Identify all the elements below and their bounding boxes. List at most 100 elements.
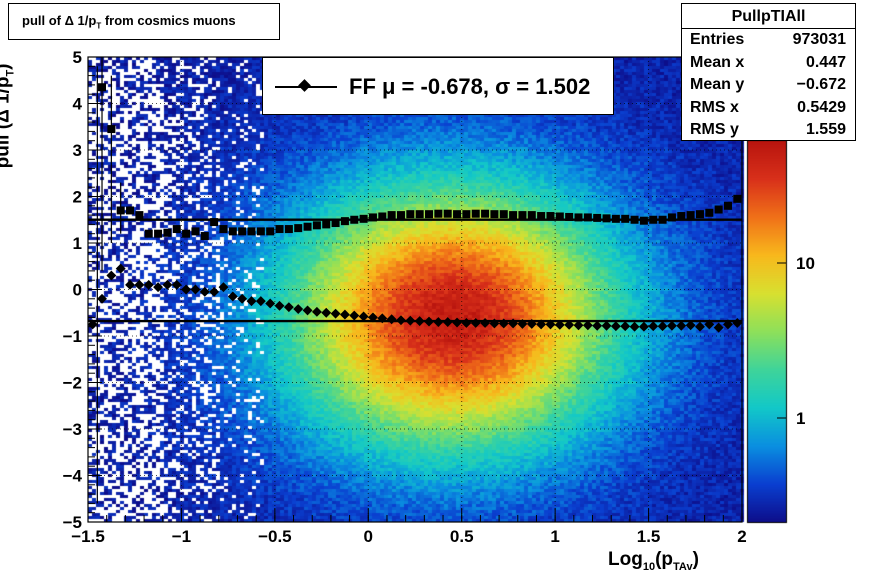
title-suffix: from cosmics muons — [101, 13, 236, 28]
x-tick-label: −0.5 — [258, 527, 292, 546]
mean-point — [489, 318, 500, 329]
stats-key: Entries — [690, 31, 745, 48]
stats-value: 0.5429 — [797, 98, 846, 116]
rms-point — [602, 214, 611, 223]
stats-row-mean-y: Mean y −0.672 — [682, 74, 855, 97]
mean-point — [339, 309, 350, 320]
rms-point — [256, 227, 265, 236]
rms-point — [368, 213, 377, 222]
x-axis-label: Log10(pTAv) — [608, 549, 699, 573]
rms-point — [247, 227, 256, 236]
rms-point — [126, 206, 135, 215]
mean-point — [517, 318, 528, 329]
stats-value: 973031 — [792, 31, 846, 48]
y-tick-label: 1 — [73, 234, 82, 253]
mean-point — [498, 318, 509, 329]
stats-title: PullpTIAll — [682, 4, 855, 29]
rms-point — [462, 210, 471, 219]
stats-row-rms-x: RMS x 0.5429 — [682, 97, 855, 120]
rms-point — [135, 211, 144, 220]
rms-point — [481, 209, 490, 218]
stats-row-mean-x: Mean x 0.447 — [682, 52, 855, 75]
mean-point — [582, 320, 593, 331]
mean-point — [143, 279, 154, 290]
mean-point — [695, 321, 705, 332]
z-tick-label: 1 — [796, 409, 805, 428]
mean-point — [349, 310, 360, 321]
mean-point — [723, 319, 733, 330]
mean-point — [461, 318, 472, 328]
rms-point — [518, 211, 527, 220]
rms-point — [509, 211, 518, 220]
y-tick-label: −3 — [63, 420, 82, 439]
rms-point — [574, 213, 583, 222]
rms-point — [453, 210, 462, 219]
mean-point — [255, 296, 266, 307]
rms-point — [723, 201, 732, 210]
rms-point — [378, 212, 387, 221]
stats-key: RMS y — [690, 121, 739, 138]
rms-point — [294, 224, 303, 233]
mean-point — [452, 317, 462, 328]
stats-key: Mean x — [690, 53, 745, 71]
mean-point — [676, 320, 687, 331]
z-tick-label: 10 — [796, 254, 815, 273]
rms-point — [733, 194, 742, 203]
stats-box: PullpTIAll Entries 973031 Mean x 0.447 Mea… — [681, 3, 856, 141]
rms-point — [200, 232, 209, 241]
mean-point — [573, 320, 584, 331]
rms-point — [593, 213, 602, 222]
rms-point — [425, 210, 434, 219]
x-tick-label: −1.5 — [71, 527, 105, 546]
mean-point — [311, 306, 322, 317]
mean-point — [480, 318, 491, 328]
mean-point — [97, 293, 107, 304]
legend: FF μ = -0.678, σ = 1.502 — [262, 57, 614, 115]
rms-point — [359, 214, 368, 223]
mean-point — [666, 320, 677, 331]
mean-point — [302, 305, 313, 316]
mean-point — [424, 316, 434, 327]
mean-point — [153, 282, 164, 293]
stats-value: 1.559 — [805, 121, 846, 138]
mean-point — [246, 296, 257, 307]
chart-title: pull of Δ 1/pT from cosmics muons — [8, 3, 280, 40]
x-tick-label: 0.5 — [450, 527, 474, 546]
y-tick-label: 2 — [73, 188, 82, 207]
x-tick-label: −1 — [172, 527, 191, 546]
rms-point — [275, 225, 284, 234]
mean-point — [732, 318, 743, 328]
rms-point — [219, 225, 228, 234]
mean-point — [125, 279, 135, 290]
rms-point — [443, 209, 452, 218]
rms-point — [695, 210, 704, 219]
rms-point — [322, 220, 331, 229]
rms-point — [98, 83, 107, 92]
mean-point — [368, 312, 378, 323]
mean-point — [209, 286, 220, 297]
y-tick-label: −5 — [63, 513, 82, 532]
mean-point — [274, 300, 285, 311]
rms-point — [565, 212, 574, 221]
rms-point — [658, 215, 667, 224]
y-tick-label: −4 — [63, 467, 83, 486]
rms-point — [649, 215, 658, 224]
mean-point — [199, 286, 210, 297]
mean-point — [536, 319, 547, 330]
rms-point — [172, 225, 181, 234]
rms-point — [677, 212, 686, 221]
y-tick-label: 0 — [73, 281, 82, 300]
rms-point — [705, 208, 714, 217]
rms-point — [228, 227, 237, 236]
y-axis-label: pull (Δ 1/pT) — [0, 63, 17, 169]
mean-point — [526, 318, 537, 329]
stats-row-rms-y: RMS y 1.559 — [682, 119, 855, 142]
mean-point — [162, 279, 173, 290]
mean-point — [433, 317, 444, 327]
rms-point — [546, 212, 555, 221]
rms-point — [350, 215, 359, 224]
x-tick-label: 1.5 — [637, 527, 661, 546]
mean-point — [115, 263, 126, 274]
stats-key: RMS x — [690, 98, 739, 116]
title-subscript: T — [96, 21, 102, 31]
